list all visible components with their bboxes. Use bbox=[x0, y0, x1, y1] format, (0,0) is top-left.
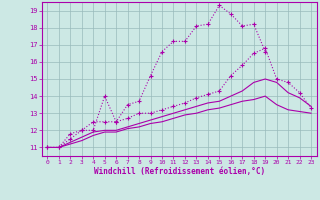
X-axis label: Windchill (Refroidissement éolien,°C): Windchill (Refroidissement éolien,°C) bbox=[94, 167, 265, 176]
